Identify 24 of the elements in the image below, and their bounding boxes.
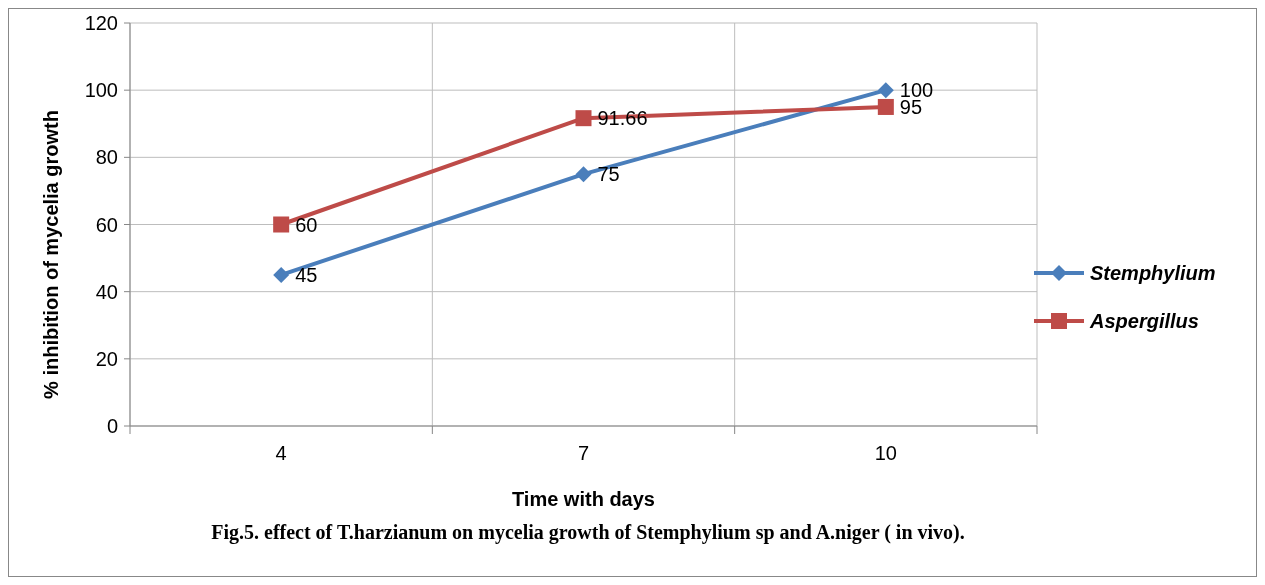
y-tick-label: 120 bbox=[84, 12, 118, 34]
y-tick-label: 40 bbox=[95, 280, 118, 303]
point bbox=[575, 110, 592, 127]
legend-label: Aspergillus bbox=[1089, 310, 1199, 332]
x-tick-label: 4 bbox=[275, 442, 287, 464]
point bbox=[273, 266, 290, 283]
point bbox=[273, 216, 290, 233]
legend-label: Stemphylium bbox=[1090, 262, 1216, 284]
y-tick-label: 60 bbox=[95, 213, 118, 236]
data-label: 60 bbox=[295, 213, 318, 236]
x-axis-title: Time with days bbox=[511, 488, 656, 510]
x-tick-label: 10 bbox=[874, 442, 897, 464]
point bbox=[877, 82, 894, 99]
point bbox=[575, 166, 592, 183]
y-tick-label: 0 bbox=[106, 415, 118, 437]
y-tick-label: 20 bbox=[95, 347, 118, 370]
y-tick-label: 100 bbox=[84, 79, 118, 102]
caption: Fig.5. effect of T.harzianum on mycelia growth of Stemphylium sp and A.niger ( in vivo). bbox=[210, 520, 966, 545]
data-label: 45 bbox=[295, 263, 318, 286]
point bbox=[877, 98, 894, 115]
x-tick-label: 7 bbox=[577, 442, 590, 464]
y-tick-label: 80 bbox=[95, 146, 118, 169]
data-label: 75 bbox=[597, 163, 620, 186]
y-axis-title: % inhibition of mycelia growth bbox=[40, 110, 62, 399]
